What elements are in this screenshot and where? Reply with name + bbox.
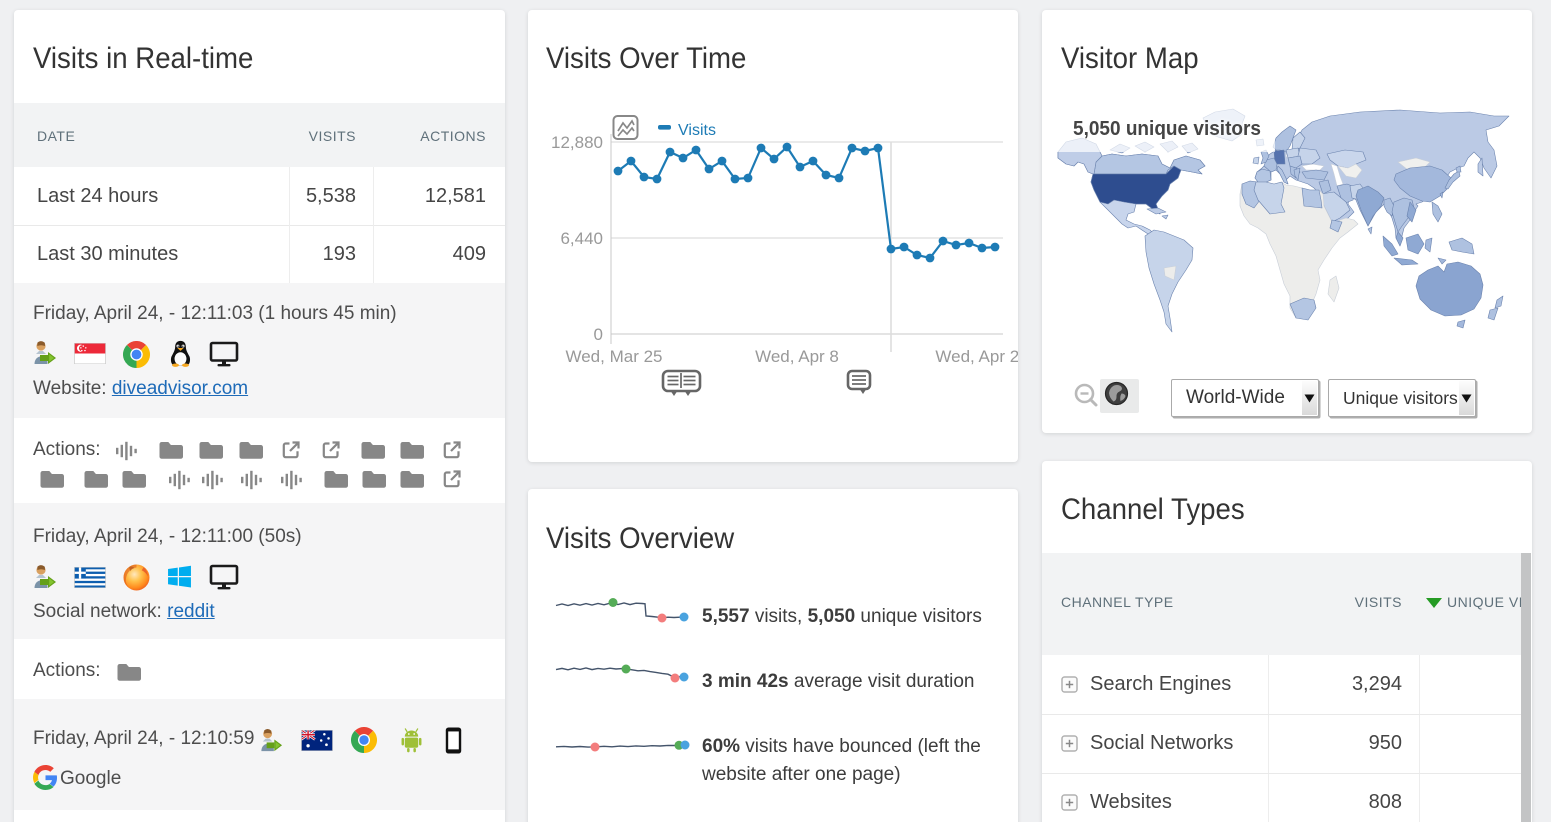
- svg-text:12,880: 12,880: [551, 133, 603, 152]
- svg-text:Wed, Apr 22: Wed, Apr 22: [935, 347, 1018, 366]
- svg-text:Wed, Mar 25: Wed, Mar 25: [565, 347, 662, 366]
- svg-text:Visits: Visits: [678, 122, 716, 139]
- svg-text:Wed, Apr 8: Wed, Apr 8: [755, 347, 839, 366]
- svg-text:0: 0: [594, 325, 603, 344]
- svg-text:6,440: 6,440: [560, 229, 603, 248]
